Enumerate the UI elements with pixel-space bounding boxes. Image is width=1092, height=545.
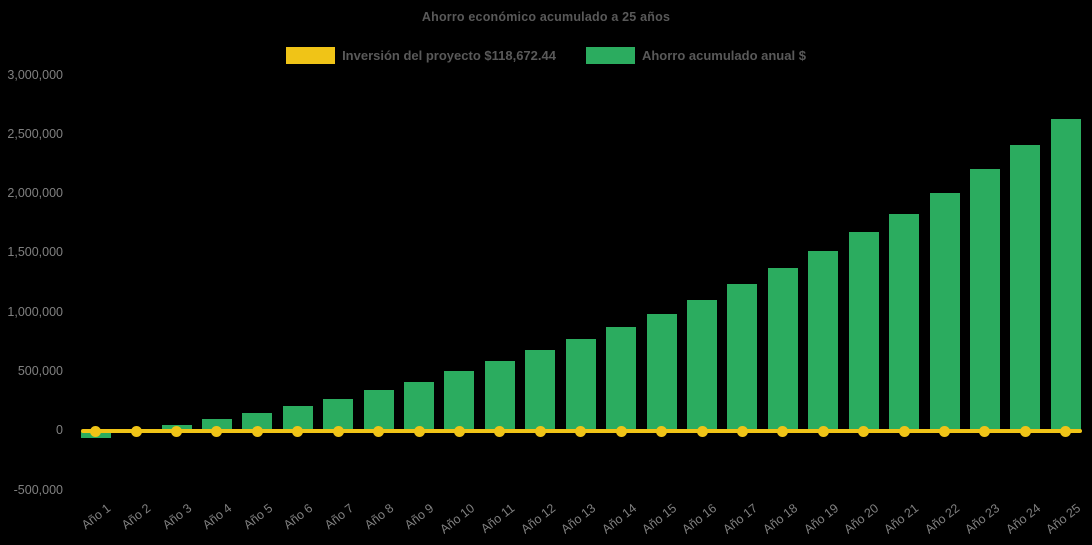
x-tick-label: Año 12 (518, 501, 558, 537)
bar-año-13[interactable] (565, 338, 596, 431)
y-tick-label: 1,500,000 (7, 245, 63, 260)
bar-año-15[interactable] (646, 313, 677, 431)
bar-año-7[interactable] (323, 398, 354, 431)
bar-año-8[interactable] (363, 390, 394, 431)
x-tick-label: Año 2 (119, 501, 154, 533)
investment-line-point[interactable] (898, 425, 910, 437)
x-tick-label: Año 4 (200, 501, 235, 533)
investment-line-point[interactable] (939, 425, 951, 437)
bar-año-18[interactable] (767, 267, 798, 431)
bar-año-16[interactable] (687, 300, 717, 431)
x-tick-label: Año 17 (720, 501, 761, 537)
investment-line-point[interactable] (494, 425, 506, 437)
bar-año-17[interactable] (727, 284, 758, 431)
y-tick-label: -500,000 (13, 482, 63, 497)
bar-año-12[interactable] (525, 349, 556, 431)
investment-line-point[interactable] (211, 425, 223, 437)
bar-año-9[interactable] (404, 381, 435, 431)
x-tick-label: Año 1 (78, 501, 114, 533)
x-tick-label: Año 7 (321, 501, 356, 533)
investment-line-point[interactable] (777, 425, 789, 437)
x-tick-label: Año 21 (881, 501, 922, 537)
x-tick-label: Año 11 (478, 501, 518, 536)
savings-bar-swatch (585, 47, 635, 64)
investment-line-point[interactable] (292, 425, 304, 437)
bar-año-22[interactable] (929, 192, 960, 431)
bar-año-24[interactable] (1010, 145, 1041, 431)
investment-line-point[interactable] (575, 425, 587, 437)
x-tick-label: Año 20 (841, 501, 882, 537)
x-tick-label: Año 8 (361, 501, 397, 533)
bar-año-14[interactable] (606, 326, 637, 431)
y-tick-label: 3,000,000 (7, 67, 63, 82)
y-tick-label: 1,000,000 (7, 304, 63, 319)
bar-año-5[interactable] (242, 413, 273, 431)
x-tick-label: Año 9 (402, 501, 437, 533)
investment-line-point[interactable] (1060, 425, 1072, 437)
investment-line-point[interactable] (171, 425, 183, 437)
bar-año-23[interactable] (969, 168, 1000, 431)
investment-line-point[interactable] (130, 425, 142, 437)
y-tick-label: 2,500,000 (7, 126, 63, 141)
y-tick-label: 2,000,000 (7, 186, 63, 201)
x-tick-label: Año 14 (598, 501, 639, 537)
investment-line-point[interactable] (696, 425, 708, 437)
legend-label-savings: Ahorro acumulado anual $ (641, 48, 806, 63)
x-tick-label: Año 13 (558, 501, 599, 537)
x-tick-label: Año 15 (639, 501, 680, 537)
investment-line-point[interactable] (1019, 425, 1031, 437)
investment-line-point[interactable] (90, 425, 102, 437)
chart-title: Ahorro económico acumulado a 25 años (421, 10, 671, 24)
y-tick-label: 500,000 (17, 363, 63, 378)
x-tick-label: Año 6 (281, 501, 316, 533)
legend-label-investment: Inversión del proyecto $118,672.44 (342, 48, 556, 63)
x-tick-label: Año 16 (679, 501, 720, 537)
bar-año-4[interactable] (201, 419, 232, 431)
x-tick-label: Año 18 (760, 501, 801, 537)
investment-line-point[interactable] (656, 425, 668, 437)
bar-año-19[interactable] (808, 251, 839, 431)
x-tick-label: Año 5 (240, 501, 276, 533)
investment-line-point[interactable] (534, 425, 546, 437)
investment-line-point[interactable] (453, 425, 465, 437)
legend-item-investment[interactable]: Inversión del proyecto $118,672.44 (286, 47, 556, 64)
investment-line-point[interactable] (332, 425, 344, 437)
investment-line-point[interactable] (615, 425, 627, 437)
x-tick-label: Año 25 (1043, 501, 1084, 537)
investment-line-point[interactable] (736, 425, 748, 437)
bar-año-11[interactable] (484, 361, 515, 431)
bar-año-21[interactable] (889, 213, 920, 431)
x-tick-label: Año 10 (437, 501, 478, 537)
legend: Inversión del proyecto $118,672.44 Ahorr… (0, 47, 1092, 64)
legend-item-savings[interactable]: Ahorro acumulado anual $ (585, 47, 806, 64)
bar-año-10[interactable] (444, 371, 475, 431)
x-tick-label: Año 22 (922, 501, 963, 537)
investment-line-point[interactable] (979, 425, 991, 437)
investment-line-point[interactable] (373, 425, 385, 437)
investment-line-point[interactable] (858, 425, 870, 437)
x-tick-label: Año 24 (1003, 501, 1043, 537)
x-tick-label: Año 19 (801, 501, 841, 537)
bar-año-25[interactable] (1050, 119, 1081, 431)
investment-line-swatch (286, 47, 336, 64)
x-tick-label: Año 23 (962, 501, 1003, 537)
bar-año-20[interactable] (848, 232, 879, 431)
y-tick-label: 0 (56, 423, 63, 438)
investment-line-point[interactable] (251, 425, 263, 437)
investment-line-point[interactable] (817, 425, 829, 437)
investment-line-point[interactable] (413, 425, 425, 437)
x-tick-label: Año 3 (159, 501, 195, 533)
